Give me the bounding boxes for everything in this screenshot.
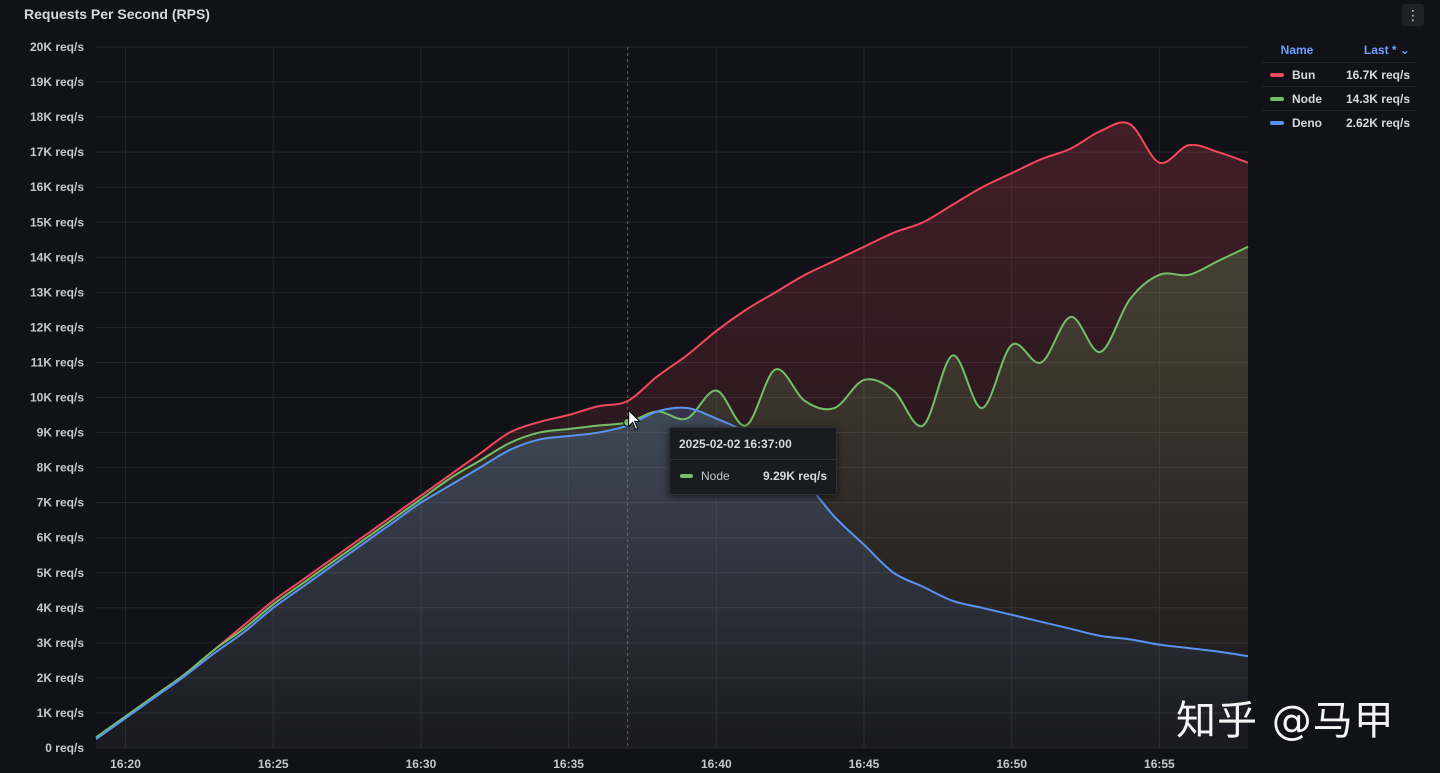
hover-tooltip: 2025-02-02 16:37:00 Node 9.29K req/s <box>669 427 837 495</box>
series-area-deno <box>96 407 1248 748</box>
y-tick-label: 6K req/s <box>37 531 85 545</box>
x-tick-label: 16:25 <box>258 757 289 771</box>
y-tick-label: 7K req/s <box>37 496 85 510</box>
y-tick-label: 17K req/s <box>30 145 84 159</box>
y-tick-label: 4K req/s <box>37 601 85 615</box>
legend-value: 2.62K req/s <box>1345 115 1410 130</box>
x-tick-label: 16:40 <box>701 757 732 771</box>
y-tick-label: 10K req/s <box>30 391 84 405</box>
tooltip-value: 9.29K req/s <box>762 469 827 483</box>
x-tick-label: 16:45 <box>849 757 880 771</box>
series-lines <box>95 121 1249 741</box>
panel-menu-icon[interactable]: ⋮ <box>1402 4 1424 26</box>
legend-item-node[interactable]: Node 14.3K req/s <box>1262 86 1416 110</box>
tooltip-divider <box>670 459 836 460</box>
y-tick-label: 19K req/s <box>30 75 84 89</box>
y-tick-label: 12K req/s <box>30 320 84 334</box>
y-tick-label: 13K req/s <box>30 285 84 299</box>
tooltip-time: 2025-02-02 16:37:00 <box>679 437 792 451</box>
legend-value: 14.3K req/s <box>1345 91 1410 106</box>
y-tick-label: 8K req/s <box>37 461 85 475</box>
x-tick-label: 16:55 <box>1144 757 1175 771</box>
legend-name: Node <box>1292 91 1322 106</box>
legend-header-last[interactable]: Last * ⌄ <box>1363 43 1410 57</box>
tooltip-series: Node <box>701 469 730 483</box>
legend-name: Deno <box>1292 115 1322 130</box>
y-tick-label: 0 req/s <box>45 741 84 755</box>
x-tick-label: 16:50 <box>996 757 1027 771</box>
y-tick-label: 15K req/s <box>30 215 84 229</box>
x-axis: 16:20 16:25 16:30 16:35 16:40 16:45 16:50 16:55 <box>110 757 1175 771</box>
y-tick-label: 9K req/s <box>37 426 85 440</box>
y-tick-label: 1K req/s <box>37 706 85 720</box>
y-tick-label: 5K req/s <box>37 566 85 580</box>
x-tick-label: 16:30 <box>406 757 437 771</box>
series-line-node <box>95 245 1249 739</box>
x-tick-label: 16:20 <box>110 757 141 771</box>
y-tick-label: 11K req/s <box>31 355 85 369</box>
legend-header-name[interactable]: Name <box>1280 43 1314 57</box>
legend-name: Bun <box>1292 67 1316 82</box>
legend-item-bun[interactable]: Bun 16.7K req/s <box>1262 62 1416 86</box>
y-axis: 0 req/s 1K req/s 2K req/s 3K req/s 4K req/s 5… <box>30 40 84 755</box>
y-tick-label: 16K req/s <box>30 180 84 194</box>
y-tick-label: 14K req/s <box>30 250 84 264</box>
legend-value: 16.7K req/s <box>1345 67 1410 82</box>
legend-header: Name Last * ⌄ <box>1262 38 1416 62</box>
mouse-cursor-icon <box>628 409 641 431</box>
tooltip-swatch <box>680 474 693 478</box>
series-line-deno <box>95 406 1249 741</box>
y-tick-label: 18K req/s <box>30 110 84 124</box>
y-tick-label: 20K req/s <box>30 40 84 54</box>
legend-item-deno[interactable]: Deno 2.62K req/s <box>1262 110 1416 134</box>
legend: Name Last * ⌄ Bun 16.7K req/s Node 14.3K… <box>1262 38 1416 134</box>
legend-swatch-node <box>1270 96 1284 101</box>
watermark: 知乎 @马甲 <box>1176 698 1395 744</box>
series-line-bun <box>95 121 1249 739</box>
x-tick-label: 16:35 <box>553 757 584 771</box>
panel-title: Requests Per Second (RPS) <box>24 6 210 22</box>
legend-swatch-deno <box>1270 120 1284 125</box>
y-tick-label: 3K req/s <box>37 636 85 650</box>
y-tick-label: 2K req/s <box>37 671 85 685</box>
hover-layer <box>623 47 641 748</box>
legend-swatch-bun <box>1270 72 1284 77</box>
